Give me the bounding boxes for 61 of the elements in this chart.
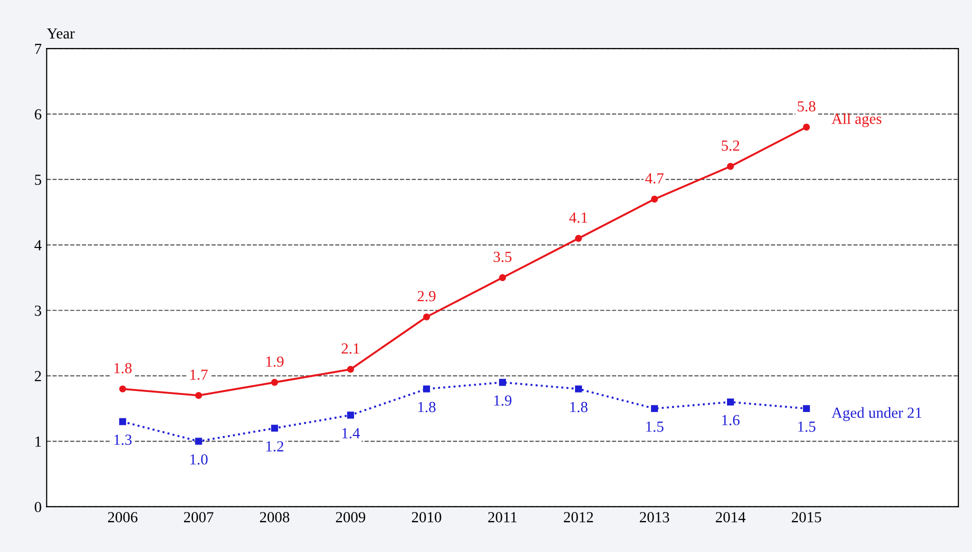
x-tick-label: 2011: [488, 512, 517, 522]
point: [195, 438, 202, 445]
point: [347, 366, 354, 373]
point: [499, 274, 506, 282]
x-tick-label: 2006: [108, 512, 138, 522]
y-tick-label: 1: [36, 436, 41, 447]
data-label: 1.0: [190, 454, 208, 465]
y-tick-label: 3: [34, 306, 42, 316]
point: [423, 385, 430, 392]
x-tick-label: 2008: [260, 512, 290, 522]
x-tick-label: 2015: [792, 512, 822, 522]
point: [271, 424, 278, 432]
x-tick-label: 2013: [640, 512, 670, 522]
point: [499, 378, 506, 386]
data-label: 1.8: [114, 362, 132, 374]
point: [575, 234, 582, 242]
x-tick-label: 2010: [412, 512, 442, 522]
data-label: 2.1: [342, 343, 360, 354]
data-label: 1.8: [418, 402, 436, 412]
point: [651, 405, 658, 412]
x-tick-label: 2009: [336, 512, 366, 522]
data-label: 1.9: [266, 356, 284, 367]
data-label: 5.8: [798, 101, 816, 112]
point: [195, 392, 202, 399]
point: [575, 385, 582, 392]
x-tick-label: 2012: [564, 512, 593, 522]
y-tick-label: 4: [34, 240, 42, 250]
point: [726, 398, 734, 406]
data-label: 4.1: [569, 212, 588, 223]
y-tick-label: 6: [34, 109, 42, 120]
data-label: 1.4: [342, 428, 360, 438]
y-axis-title: Year: [46, 28, 75, 39]
series-label: Aged under 21: [832, 407, 922, 422]
y-tick-label: 5: [35, 174, 42, 185]
point: [271, 378, 278, 386]
y-tick-label: 0: [34, 502, 42, 512]
data-label: 3.5: [494, 252, 512, 262]
point: [726, 162, 734, 170]
x-tick-label: 2014: [716, 512, 746, 522]
data-label: 2.9: [418, 291, 436, 302]
point: [802, 405, 810, 412]
point: [347, 412, 354, 419]
point: [119, 385, 126, 392]
data-label: 1.5: [798, 422, 816, 432]
series-label: All ages: [832, 113, 882, 128]
point: [651, 196, 658, 203]
data-label: 1.7: [190, 370, 208, 380]
point: [802, 124, 810, 131]
data-label: 1.8: [570, 402, 588, 412]
data-label: 1.6: [722, 415, 740, 426]
data-label: 4.7: [645, 173, 664, 184]
point: [119, 418, 126, 426]
data-label: 1.5: [646, 422, 664, 432]
point: [423, 313, 430, 320]
data-label: 5.2: [722, 140, 740, 151]
data-label: 1.9: [494, 395, 512, 406]
data-label: 1.2: [266, 441, 284, 452]
y-tick-label: 2: [34, 371, 41, 382]
y-tick-label: 7: [35, 44, 42, 54]
data-label: 1.3: [114, 434, 132, 445]
x-tick-label: 2007: [184, 512, 214, 522]
